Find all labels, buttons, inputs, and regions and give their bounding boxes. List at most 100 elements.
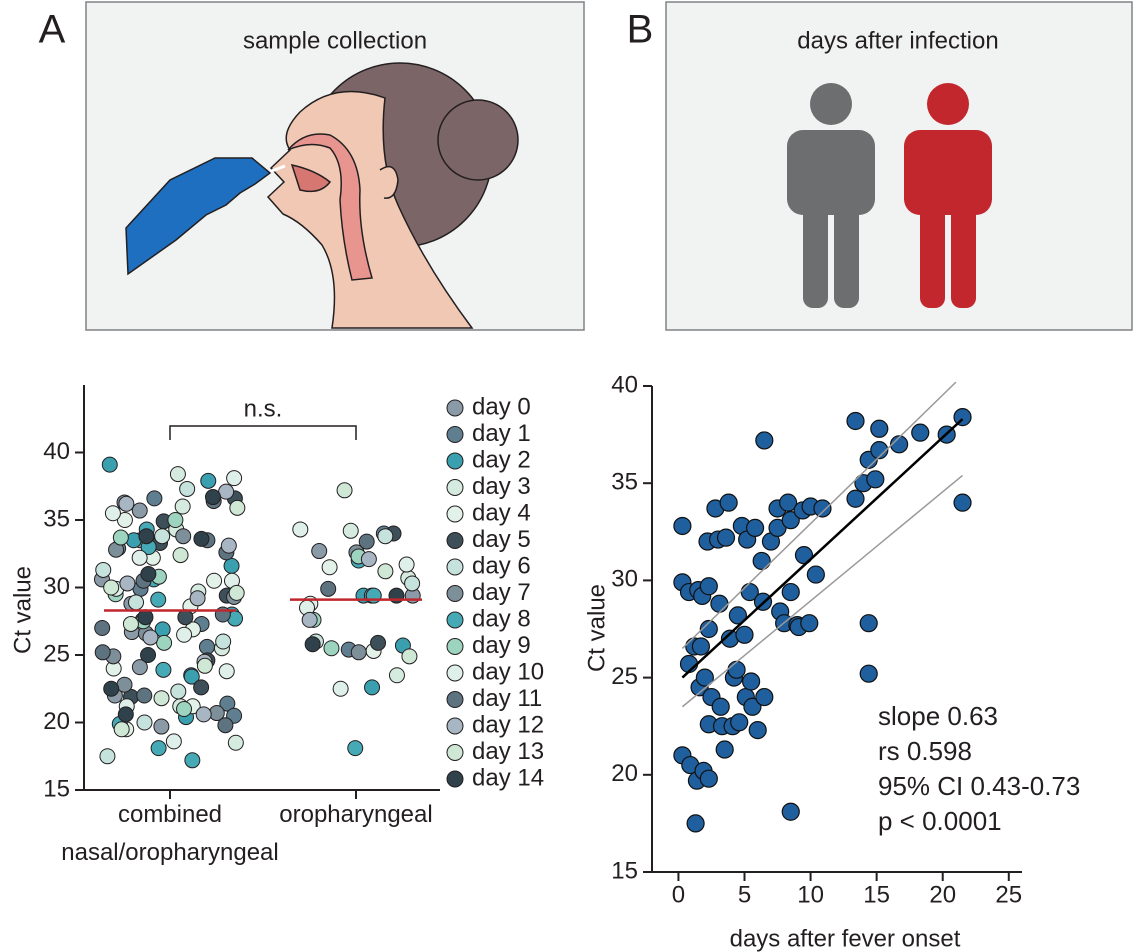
data-point bbox=[193, 679, 210, 696]
data-point bbox=[176, 701, 193, 717]
data-point bbox=[131, 659, 148, 676]
data-point bbox=[195, 706, 212, 723]
data-point bbox=[870, 441, 889, 460]
data-point bbox=[196, 657, 213, 674]
data-point bbox=[377, 563, 394, 580]
legend-marker bbox=[446, 638, 464, 655]
illustration-title: sample collection bbox=[243, 27, 427, 54]
data-point bbox=[150, 591, 167, 608]
legend-marker bbox=[446, 691, 464, 708]
data-point bbox=[304, 636, 321, 653]
legend-label: day 10 bbox=[472, 658, 544, 685]
data-point bbox=[136, 687, 153, 704]
data-point bbox=[113, 721, 130, 738]
panel-label: A bbox=[39, 8, 66, 52]
y-tick-label: 30 bbox=[43, 573, 70, 600]
y-axis-label: Ct value bbox=[9, 566, 36, 654]
illustration-box bbox=[665, 1, 1133, 331]
data-point bbox=[119, 575, 136, 592]
data-point bbox=[350, 644, 367, 661]
y-tick-label: 40 bbox=[611, 371, 638, 398]
y-tick-label: 15 bbox=[611, 857, 638, 884]
y-axis-label: Ct value bbox=[583, 584, 610, 672]
data-point bbox=[184, 752, 201, 769]
data-point bbox=[846, 411, 865, 431]
data-point bbox=[752, 551, 771, 571]
data-point bbox=[140, 647, 157, 663]
data-point bbox=[398, 556, 415, 573]
data-point bbox=[218, 663, 235, 680]
legend-label: day 9 bbox=[472, 632, 531, 659]
data-point bbox=[128, 594, 145, 611]
data-point bbox=[728, 606, 747, 625]
legend-marker bbox=[446, 717, 464, 735]
significance-label: n.s. bbox=[244, 395, 283, 422]
data-point bbox=[117, 706, 134, 723]
legend-marker bbox=[446, 770, 464, 788]
data-point bbox=[118, 495, 135, 512]
data-point bbox=[699, 619, 718, 639]
legend-label: day 14 bbox=[472, 764, 544, 791]
data-point bbox=[183, 668, 200, 685]
legend-marker bbox=[446, 399, 464, 417]
x-tick-label: combined nasal/oropharyngeal bbox=[61, 801, 279, 866]
legend-label: day 11 bbox=[472, 685, 542, 712]
y-tick-label: 25 bbox=[611, 663, 638, 690]
data-point bbox=[846, 489, 865, 508]
x-tick-label: 5 bbox=[738, 881, 751, 908]
data-point bbox=[95, 561, 112, 578]
data-point bbox=[179, 480, 196, 497]
x-axis-label: days after fever onset bbox=[730, 925, 961, 952]
stat-annotation: p < 0.0001 bbox=[878, 806, 1002, 836]
x-tick-label: oropharyngeal bbox=[279, 801, 433, 828]
data-point bbox=[779, 493, 798, 512]
legend-marker bbox=[446, 664, 464, 682]
x-tick-label: 20 bbox=[929, 881, 956, 908]
data-point bbox=[103, 680, 120, 697]
data-point bbox=[140, 566, 157, 582]
data-point bbox=[332, 680, 349, 697]
data-point bbox=[691, 637, 710, 656]
data-point bbox=[890, 435, 909, 454]
data-point bbox=[227, 734, 244, 751]
data-point bbox=[223, 557, 240, 574]
data-point bbox=[176, 626, 193, 643]
legend-label: day 12 bbox=[472, 711, 544, 738]
data-point bbox=[320, 580, 337, 597]
x-tick-label: 15 bbox=[863, 881, 890, 908]
stat-annotation: rs 0.598 bbox=[878, 736, 972, 766]
data-point bbox=[866, 470, 885, 489]
data-point bbox=[189, 590, 206, 607]
y-tick-label: 40 bbox=[43, 438, 70, 465]
data-point bbox=[388, 667, 405, 684]
illustration-title: days after infection bbox=[797, 27, 998, 54]
data-point bbox=[699, 577, 718, 596]
legend-marker bbox=[446, 426, 464, 443]
data-point bbox=[206, 572, 223, 589]
data-point bbox=[301, 611, 318, 628]
data-point bbox=[292, 521, 309, 538]
y-tick-label: 30 bbox=[611, 566, 638, 593]
data-point bbox=[112, 529, 129, 546]
data-point bbox=[794, 546, 814, 565]
data-point bbox=[342, 522, 359, 539]
data-point bbox=[153, 718, 170, 735]
data-point bbox=[136, 714, 153, 731]
data-point bbox=[94, 644, 111, 661]
data-point bbox=[311, 543, 328, 560]
data-point bbox=[673, 516, 692, 536]
data-point bbox=[695, 668, 714, 687]
legend-label: day 2 bbox=[472, 446, 531, 473]
y-tick-label: 20 bbox=[43, 708, 70, 735]
data-point bbox=[953, 493, 972, 512]
data-point bbox=[800, 614, 819, 633]
y-tick-label: 35 bbox=[611, 469, 638, 496]
legend-label: day 13 bbox=[472, 738, 544, 765]
data-point bbox=[229, 499, 246, 516]
data-point bbox=[122, 615, 139, 632]
data-point bbox=[715, 740, 734, 759]
data-point bbox=[177, 609, 194, 626]
legend-label: day 3 bbox=[472, 473, 531, 500]
swab-illustration bbox=[125, 62, 519, 329]
